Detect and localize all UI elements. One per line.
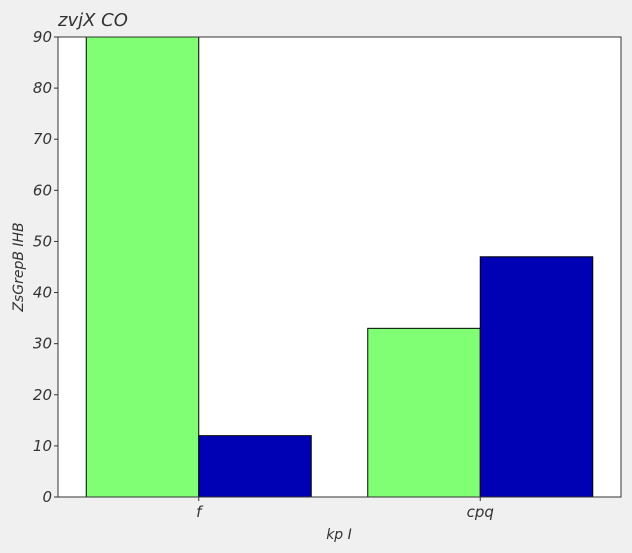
plot-frame: [57, 36, 622, 498]
y-tick-label: 80: [33, 79, 52, 97]
bar-series-2-f: [198, 435, 312, 498]
bar-series-1-cpq: [367, 327, 481, 498]
bars-layer: [85, 36, 594, 498]
bar-series-2-cpq: [479, 256, 594, 498]
x-tick-label: cpq: [467, 503, 494, 521]
y-axis-label: ZsGrepB IHB: [11, 222, 27, 312]
y-tick-label: 10: [33, 437, 52, 455]
y-tick-label: 20: [33, 386, 52, 404]
y-tick-label: 50: [33, 232, 52, 250]
y-tick-label: 0: [42, 488, 52, 506]
y-tick-label: 90: [33, 28, 52, 46]
y-axis: 0 10 20 30 40 50 60 70 80 90: [33, 28, 58, 506]
y-tick-label: 70: [33, 130, 52, 148]
y-tick-label: 30: [33, 335, 52, 353]
x-axis: f cpq: [196, 497, 494, 521]
x-tick-label: f: [196, 503, 204, 521]
bar-series-1-f: [85, 36, 200, 498]
y-tick-label: 60: [33, 181, 52, 199]
chart-title: zvjX CO: [57, 10, 128, 31]
y-tick-label: 40: [33, 284, 52, 302]
x-axis-label: kp I: [326, 527, 352, 543]
